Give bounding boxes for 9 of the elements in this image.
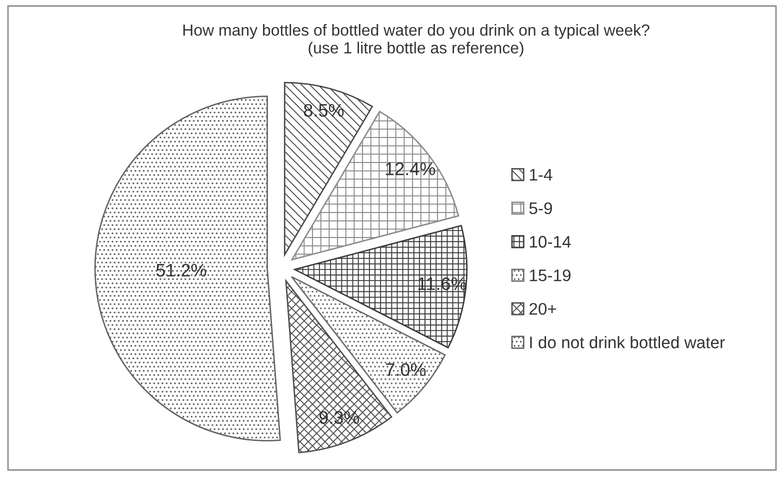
- legend-label: 15-19: [530, 269, 571, 282]
- legend-label: 20+: [530, 302, 556, 315]
- legend-label: 1-4: [530, 169, 552, 180]
- chart-title: How many bottles of bottled water do you drink on a typical week? (use 1 litre bottle as reference): [183, 24, 650, 57]
- legend-label: 10-14: [530, 236, 571, 248]
- data-label: 7.0%: [386, 363, 426, 376]
- data-label: 51.2%: [156, 264, 206, 277]
- legend-label: 5-9: [529, 202, 552, 214]
- legend-label: I do not drink bottled water: [530, 336, 725, 348]
